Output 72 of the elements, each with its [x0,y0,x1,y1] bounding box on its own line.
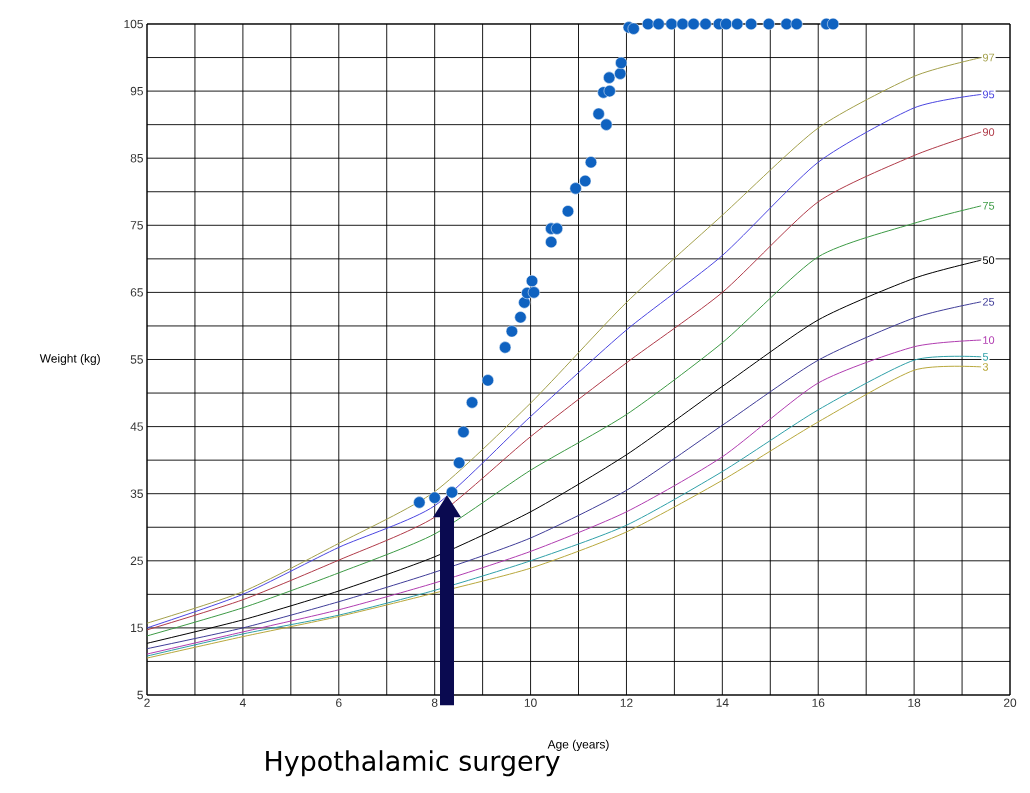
point [641,17,655,31]
y-tick-label: 5 [137,690,143,700]
x-tick-label: 12 [620,698,633,707]
point [603,71,616,84]
y-tick-label: 25 [130,556,143,566]
y-tick-label: 65 [130,288,143,297]
point [525,274,539,288]
series-label: 90 [982,128,995,136]
y-tick-label: 55 [130,355,143,364]
x-tick-label: 2 [144,698,150,707]
point [614,67,627,80]
y-tick-label: 95 [130,86,143,96]
x-tick-label: 4 [239,698,246,707]
point [600,118,613,131]
point [499,341,512,354]
point [527,286,540,299]
series-label: 3 [982,363,989,371]
point [545,236,558,249]
series-label: 50 [982,256,995,265]
series-label: 5 [982,353,989,361]
text: Hypothalamic surgery [266,750,560,777]
point [615,56,628,69]
x-tick-label: 20 [1003,698,1017,707]
y-tick-label: 35 [130,489,143,498]
point [481,374,494,387]
series-label: 75 [983,202,995,210]
point [466,396,479,409]
point [827,17,840,31]
x-tick-label: 6 [336,698,342,707]
point [505,325,518,338]
x-tick-label: 18 [908,698,921,707]
point [561,205,575,218]
series-label: 10 [983,336,995,344]
point [665,17,678,31]
y-tick-label: 105 [124,19,143,29]
point [720,17,733,31]
series-label: 25 [982,297,995,306]
x-tick-label: 8 [431,698,438,707]
point [453,456,466,469]
point [652,17,665,31]
point [699,17,712,31]
point [569,182,582,195]
x-tick-label: 14 [716,698,729,707]
point [745,17,758,31]
point [550,222,563,235]
point [584,156,598,169]
point [428,491,441,504]
x-tick-label: 10 [524,698,537,707]
point [603,85,616,98]
point [762,17,775,31]
x-tick-label: 16 [812,698,825,707]
point [790,17,803,31]
series-label: 97 [982,53,995,62]
y-tick-label: 45 [130,422,143,431]
point [413,496,426,509]
point [780,17,793,31]
point [514,311,527,324]
y-tick-label: 75 [130,221,143,230]
point [592,107,605,120]
y-axis-title: Weight (kg) [39,353,100,366]
y-tick-label: 15 [131,623,143,633]
series-label: 95 [982,90,995,99]
point [518,296,531,309]
y-tick-label: 85 [130,153,143,163]
point [579,174,592,188]
point [457,425,470,439]
point [687,17,700,31]
point [445,486,458,499]
point [627,22,640,35]
point [676,17,689,31]
point [731,17,744,31]
x-axis-title: Age (years) [547,739,609,751]
